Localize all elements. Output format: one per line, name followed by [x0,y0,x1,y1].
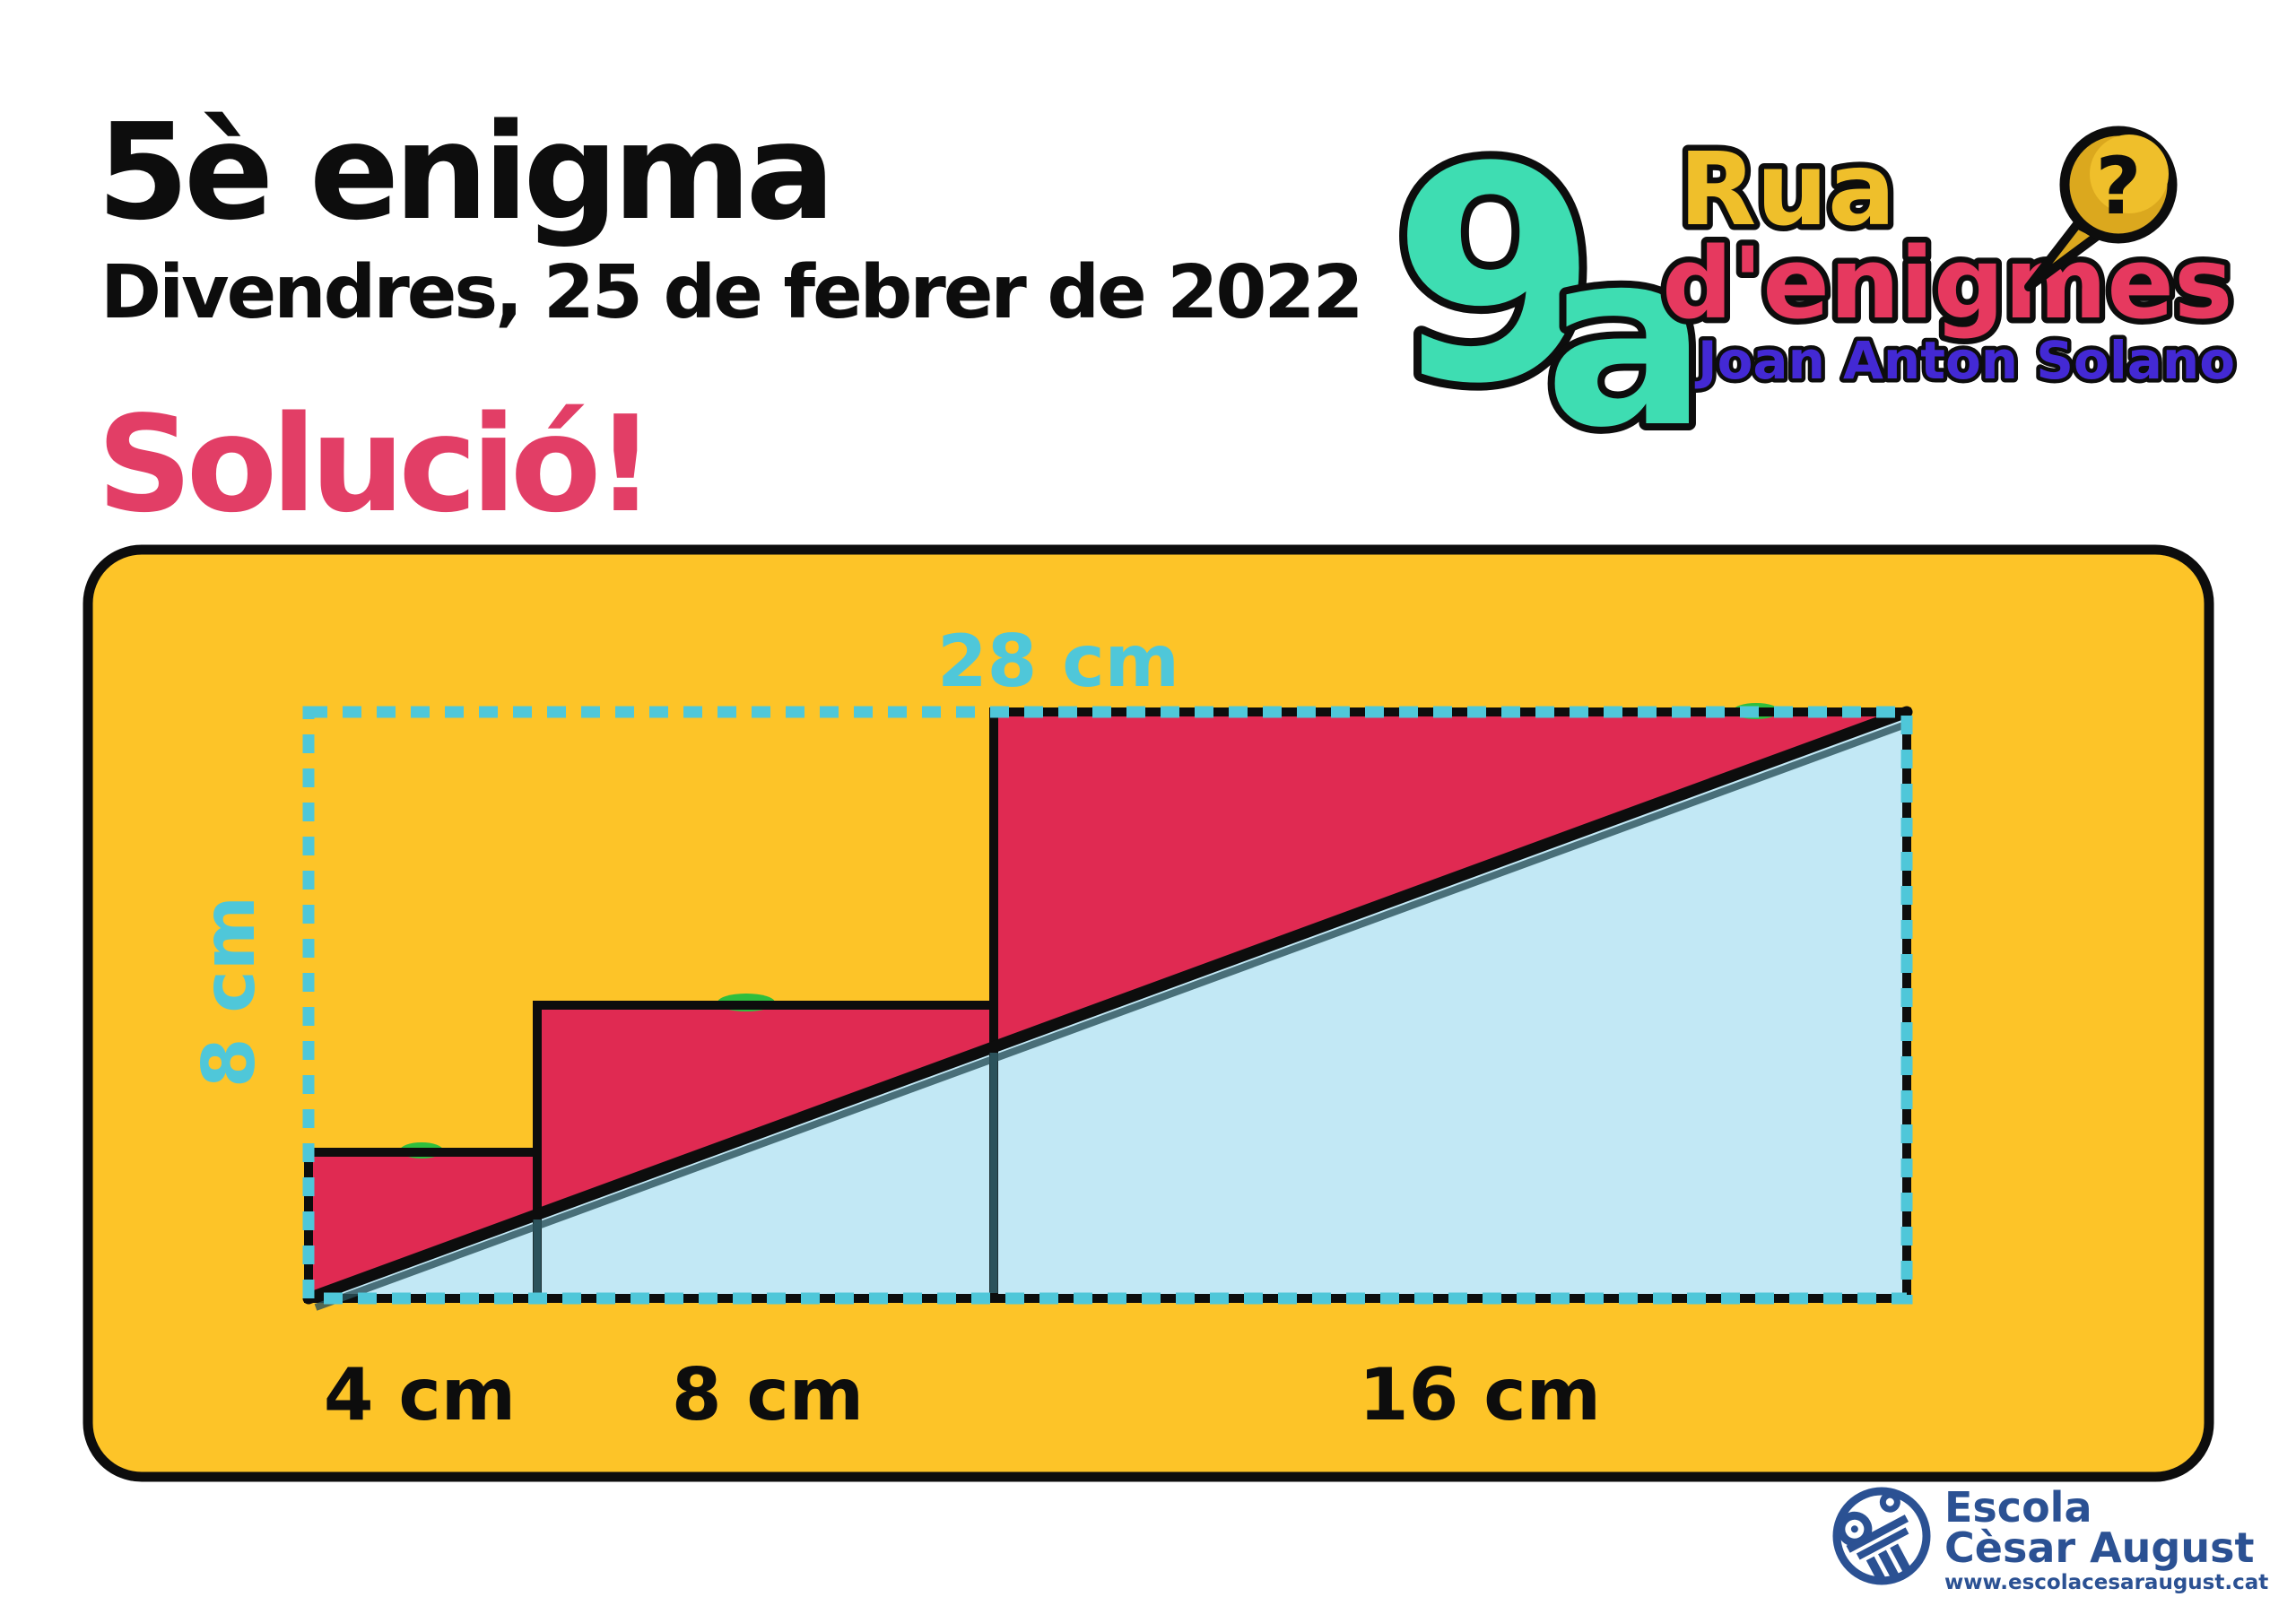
diagonal-shadow [314,719,1912,1311]
label-total-width: 28 cm [937,620,1179,703]
dashed-rectangle [302,706,1913,1305]
label-step1-width: 4 cm [324,1353,516,1436]
school-name-line1: Escola [1944,1483,2092,1532]
label-step3-width: 16 cm [1359,1353,1601,1436]
school-website: www.escolacesaraugust.cat [1944,1571,2268,1594]
page-subtitle: Divendres, 25 de febrer de 2022 [100,250,1364,335]
label-step2-width: 8 cm [672,1353,864,1436]
blue-area-step3 [994,712,1907,1298]
blue-area-step2 [537,1047,994,1298]
brand-line2: d'enigmes [1662,226,2232,341]
brand-line1: Rua [1679,132,1896,248]
diagonal-line [302,706,1913,1305]
brand-edition-letter: a [1544,198,1708,481]
brand-line3: Joan Anton Solano [1694,330,2235,391]
page-title: 5è enigma [97,95,835,249]
brand-logo: 9 a Rua d'enigmes Joan Anton Solano ? [1384,96,2239,488]
school-logo: Escola Cèsar August www.escolacesaraugus… [1832,1483,2268,1594]
brand-edition-digit: 9 [1392,104,1598,448]
question-mark-glyph: ? [2095,140,2141,232]
school-name-line2: Cèsar August [1944,1523,2254,1572]
solution-heading: Solució! [97,387,656,542]
label-total-height: 8 cm [187,896,271,1088]
diagram-card: 28 cm 8 cm 4 cm 8 cm 16 cm [83,544,2214,1482]
question-bubble-highlight [2090,135,2169,213]
question-bubble-icon: ? [2024,126,2178,291]
